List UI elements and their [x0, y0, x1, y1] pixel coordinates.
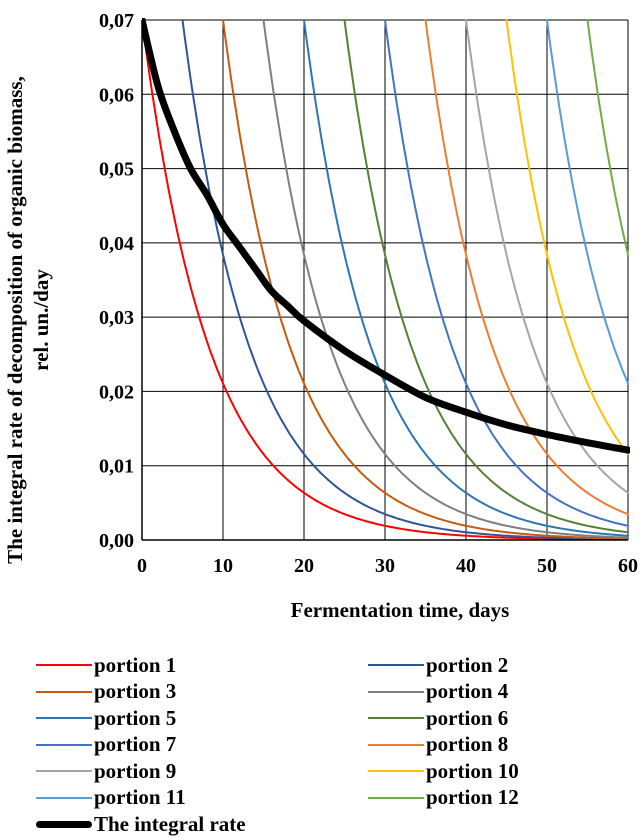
series-line-7 [384, 19, 629, 527]
legend-label: portion 4 [426, 679, 509, 703]
y-tick-label: 0,06 [99, 84, 134, 106]
legend-label: portion 8 [426, 732, 509, 756]
y-axis-title: The integral rate of decomposition of or… [3, 76, 53, 564]
x-tick-label: 10 [213, 555, 233, 577]
legend-label: portion 9 [94, 758, 177, 783]
legend-swatch [368, 796, 424, 799]
series-line-12 [586, 19, 629, 256]
legend-swatch [368, 664, 424, 666]
y-tick-label: 0,04 [99, 233, 134, 255]
y-tick-label: 0,07 [99, 10, 134, 32]
y-axis-title-line: The integral rate of decomposition of or… [3, 76, 27, 564]
y-axis-title-line: rel. un./day [29, 269, 53, 371]
legend-swatch [36, 770, 92, 772]
legend-swatch [36, 820, 92, 828]
series-line-9 [465, 19, 629, 494]
axes [141, 20, 628, 541]
chart: 0 10 20 30 40 50 60 0,00 0,01 0,02 0,03 0,04 0,05 0,0… [3, 10, 638, 622]
x-axis-title: Fermentation time, days [291, 598, 510, 622]
legend-swatch [368, 743, 424, 746]
x-tick-label: 40 [456, 555, 476, 577]
legend-label: portion 6 [426, 705, 509, 730]
y-tick-label: 0,03 [99, 307, 134, 329]
legend: portion 1 portion 2 portion 3 portion 4 port… [0, 650, 643, 836]
legend-item: portion 2 [368, 652, 508, 678]
legend-item: The integral rate [36, 811, 246, 837]
legend-label: portion 11 [94, 785, 186, 809]
x-tick-label: 60 [618, 555, 638, 577]
legend-item: portion 5 [36, 705, 176, 731]
series-line-3 [222, 19, 629, 540]
legend-item: portion 10 [368, 758, 519, 784]
x-tick-label: 30 [375, 555, 395, 577]
legend-label: portion 12 [426, 785, 519, 809]
legend-label: portion 10 [426, 758, 519, 783]
x-tick-label: 20 [294, 555, 314, 577]
series-line-6 [343, 19, 629, 534]
grid [142, 19, 629, 540]
series-line-4 [262, 19, 629, 539]
legend-swatch [36, 796, 92, 799]
x-tick-label: 50 [537, 555, 557, 577]
legend-swatch [368, 690, 424, 693]
y-tick-label: 0,02 [99, 381, 134, 403]
legend-item: portion 3 [36, 679, 176, 705]
series-line-13 [142, 18, 630, 454]
legend-label: portion 2 [426, 652, 509, 677]
legend-swatch [36, 743, 92, 746]
series-line-5 [303, 19, 629, 537]
legend-item: portion 7 [36, 732, 176, 758]
y-tick-label: 0,01 [99, 456, 134, 478]
legend-swatch [368, 717, 424, 719]
legend-label: portion 7 [94, 732, 177, 756]
legend-item: portion 1 [36, 652, 176, 678]
y-tick-label: 0,00 [99, 530, 134, 552]
legend-label: portion 1 [94, 652, 177, 677]
series-line-8 [424, 19, 629, 516]
legend-item: portion 11 [36, 785, 186, 811]
legend-swatch [36, 690, 92, 693]
legend-label: The integral rate [94, 811, 246, 836]
series-lines [142, 18, 630, 540]
tick-labels: 0 10 20 30 40 50 60 0,00 0,01 0,02 0,03 0,04 0,05 0,0… [99, 10, 638, 577]
series-line-10 [505, 19, 629, 455]
legend-label: portion 3 [94, 679, 177, 703]
series-line-2 [181, 19, 629, 540]
series-line-11 [546, 19, 629, 385]
x-tick-label: 0 [137, 555, 147, 577]
legend-item: portion 8 [368, 732, 508, 758]
legend-item: portion 9 [36, 758, 176, 784]
legend-item: portion 4 [368, 679, 508, 705]
legend-swatch [36, 664, 92, 666]
legend-item: portion 12 [368, 785, 519, 811]
legend-item: portion 6 [368, 705, 508, 731]
legend-label: portion 5 [94, 705, 177, 730]
legend-swatch [368, 770, 424, 772]
legend-swatch [36, 717, 92, 719]
y-tick-label: 0,05 [99, 159, 134, 181]
